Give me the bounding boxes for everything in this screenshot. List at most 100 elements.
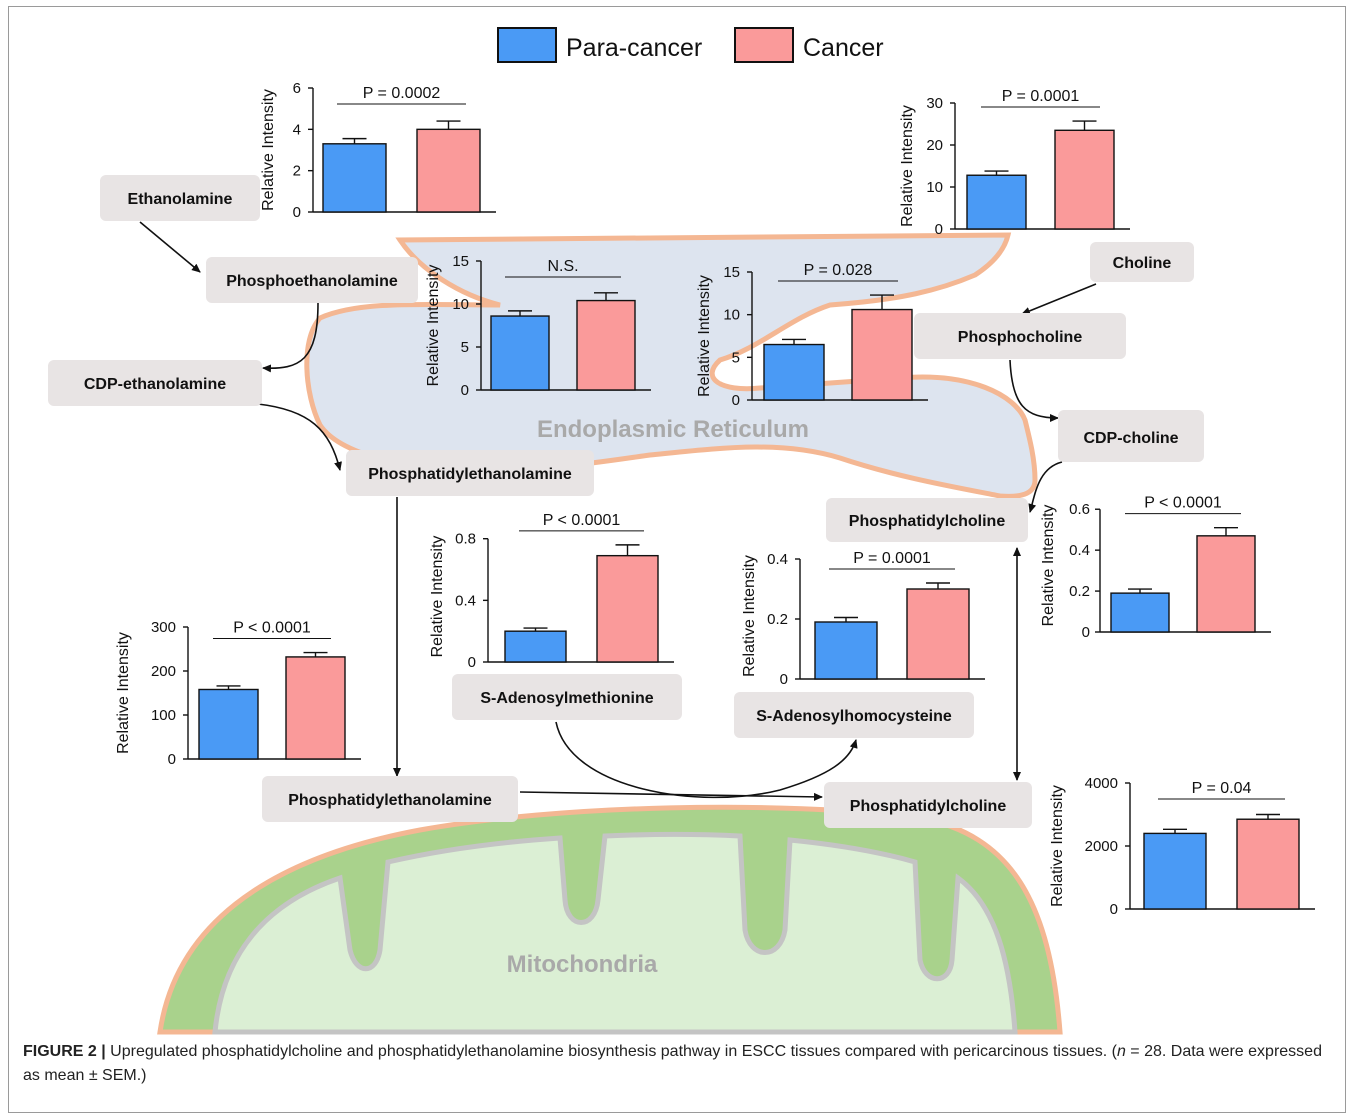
- chart-phosphocholine: 0 5 10 15 Relative Intensity P = 0.028: [696, 262, 928, 409]
- chart-y-tick-label: 5: [461, 339, 469, 356]
- arrow-ethanolamine-to-phosphoethanolamine: [139, 221, 201, 273]
- chart-y-label: Relative Intensity: [696, 275, 713, 397]
- arrow-sam-to-sah: [555, 721, 858, 799]
- chart-y-tick-label: 0: [1082, 624, 1090, 641]
- chart-y-tick-label: 5: [732, 349, 740, 366]
- caption-label: FIGURE 2 |: [23, 1043, 106, 1060]
- chart-y-tick-label: 0: [168, 751, 176, 768]
- figure-frame: [8, 6, 1346, 1113]
- endoplasmic-reticulum: Endoplasmic Reticulum: [304, 232, 1038, 499]
- chart-y-tick-label: 200: [151, 663, 176, 680]
- chart-p-value: P < 0.0001: [543, 512, 621, 529]
- chart-bar-cancer: [1236, 818, 1300, 910]
- chart-bar-cancer: [851, 308, 913, 401]
- node-cdp-ethanolamine: CDP-ethanolamine: [48, 360, 262, 406]
- svg-text:Phosphatidylethanolamine: Phosphatidylethanolamine: [368, 466, 572, 483]
- node-phosphocholine: Phosphocholine: [914, 313, 1126, 359]
- chart-bar-cancer: [1196, 535, 1256, 633]
- bar-charts: 0 2 4 6 Relative Intensity P = 0.0002 0 10 20 30 R…: [115, 80, 1315, 918]
- chart-y-tick-label: 6: [293, 80, 301, 97]
- chart-y-label: Relative Intensity: [1049, 785, 1066, 907]
- chart-bar-para-cancer: [198, 688, 259, 760]
- chart-y-label: Relative Intensity: [425, 265, 442, 387]
- chart-y-tick-label: 0: [780, 671, 788, 688]
- chart-y-label: Relative Intensity: [741, 555, 758, 677]
- chart-y-tick-label: 0.4: [1069, 542, 1090, 559]
- chart-bar-para-cancer: [1110, 592, 1170, 633]
- svg-text:Phosphatidylcholine: Phosphatidylcholine: [849, 513, 1006, 530]
- node-s-adenosylmethionine: S-Adenosylmethionine: [452, 674, 682, 720]
- svg-text:Phosphocholine: Phosphocholine: [958, 329, 1083, 346]
- chart-sah: 0 0.2 0.4 Relative Intensity P = 0.0001: [741, 550, 985, 688]
- chart-y-tick-label: 0.2: [1069, 583, 1090, 600]
- chart-bar-para-cancer: [504, 630, 567, 663]
- chart-p-value: N.S.: [547, 258, 578, 275]
- chart-bar-cancer: [1054, 129, 1115, 230]
- chart-y-label: Relative Intensity: [115, 632, 132, 754]
- chart-y-tick-label: 10: [723, 307, 740, 324]
- chart-y-label: Relative Intensity: [899, 105, 916, 227]
- node-phosphatidylethanolamine-er: Phosphatidylethanolamine: [346, 450, 594, 496]
- chart-bar-para-cancer: [814, 621, 878, 680]
- pathway-diagram: Mitochondria Endoplasmic Reticulum Ethan…: [48, 27, 1315, 1035]
- chart-y-tick-label: 0.2: [767, 611, 788, 628]
- chart-y-label: Relative Intensity: [1040, 505, 1057, 627]
- node-phosphatidylcholine-er: Phosphatidylcholine: [826, 498, 1028, 542]
- chart-choline: 0 10 20 30 Relative Intensity P = 0.0001: [899, 88, 1130, 238]
- pathway-arrows: [139, 221, 1097, 801]
- svg-text:S-Adenosylhomocysteine: S-Adenosylhomocysteine: [756, 708, 952, 725]
- legend-label-cancer: Cancer: [803, 34, 884, 62]
- chart-bar-para-cancer: [966, 174, 1027, 230]
- chart-p-value: P < 0.0001: [1144, 495, 1222, 512]
- legend: Para-cancer Cancer: [497, 27, 884, 63]
- node-s-adenosylhomocysteine: S-Adenosylhomocysteine: [734, 692, 974, 738]
- chart-p-value: P = 0.0001: [853, 550, 931, 567]
- chart-bar-para-cancer: [490, 315, 550, 391]
- chart-p-value: P < 0.0001: [233, 620, 311, 637]
- chart-y-tick-label: 2: [293, 163, 301, 180]
- chart-ethanolamine: 0 2 4 6 Relative Intensity P = 0.0002: [260, 80, 496, 221]
- mitochondria-label: Mitochondria: [507, 951, 658, 978]
- chart-y-tick-label: 30: [926, 95, 943, 112]
- chart-y-tick-label: 4000: [1085, 775, 1118, 792]
- svg-text:Choline: Choline: [1113, 255, 1172, 272]
- chart-pc_mito: 0 2000 4000 Relative Intensity P = 0.04: [1049, 775, 1315, 918]
- arrow-phosphoethanolamine-to-cdp: [262, 302, 319, 373]
- svg-text:Phosphatidylcholine: Phosphatidylcholine: [850, 798, 1007, 815]
- chart-y-tick-label: 15: [723, 264, 740, 281]
- caption-n: n: [1116, 1043, 1126, 1060]
- node-choline: Choline: [1090, 242, 1194, 282]
- chart-y-tick-label: 10: [926, 179, 943, 196]
- svg-text:CDP-choline: CDP-choline: [1083, 430, 1178, 447]
- chart-p-value: P = 0.028: [804, 262, 873, 279]
- chart-bar-cancer: [596, 554, 659, 663]
- svg-text:Phosphoethanolamine: Phosphoethanolamine: [226, 273, 398, 290]
- svg-text:Phosphatidylethanolamine: Phosphatidylethanolamine: [288, 792, 492, 809]
- chart-y-tick-label: 0: [461, 382, 469, 399]
- chart-y-tick-label: 0: [468, 654, 476, 671]
- chart-y-tick-label: 300: [151, 619, 176, 636]
- chart-y-tick-label: 20: [926, 137, 943, 154]
- chart-bar-cancer: [576, 299, 636, 391]
- arrow-cdp-choline-to-pc: [1028, 461, 1063, 513]
- chart-y-tick-label: 0: [732, 392, 740, 409]
- mitochondria-inner-matrix: [212, 832, 1018, 1035]
- er-label: Endoplasmic Reticulum: [537, 416, 809, 443]
- legend-swatch-para-cancer: [497, 27, 557, 63]
- mitochondria: Mitochondria: [157, 804, 1063, 1035]
- node-phosphatidylethanolamine-mito: Phosphatidylethanolamine: [262, 776, 518, 822]
- chart-y-tick-label: 4: [293, 121, 301, 138]
- chart-p-value: P = 0.0002: [363, 85, 441, 102]
- arrow-cdp-ethanolamine-to-pe: [257, 403, 342, 471]
- chart-bar-cancer: [906, 588, 970, 680]
- node-cdp-choline: CDP-choline: [1058, 410, 1204, 462]
- chart-p-value: P = 0.0001: [1002, 88, 1080, 105]
- node-phosphatidylcholine-mito: Phosphatidylcholine: [824, 782, 1032, 828]
- chart-bar-cancer: [416, 128, 481, 213]
- chart-y-tick-label: 0: [293, 204, 301, 221]
- chart-pc_er: 0 0.2 0.4 0.6 Relative Intensity P < 0.0001: [1040, 495, 1271, 641]
- chart-y-tick-label: 10: [452, 296, 469, 313]
- chart-y-tick-label: 0: [935, 221, 943, 238]
- chart-y-label: Relative Intensity: [260, 89, 277, 211]
- caption-text-end: = 28. Data were expressed as mean ± SEM.…: [23, 1043, 1322, 1084]
